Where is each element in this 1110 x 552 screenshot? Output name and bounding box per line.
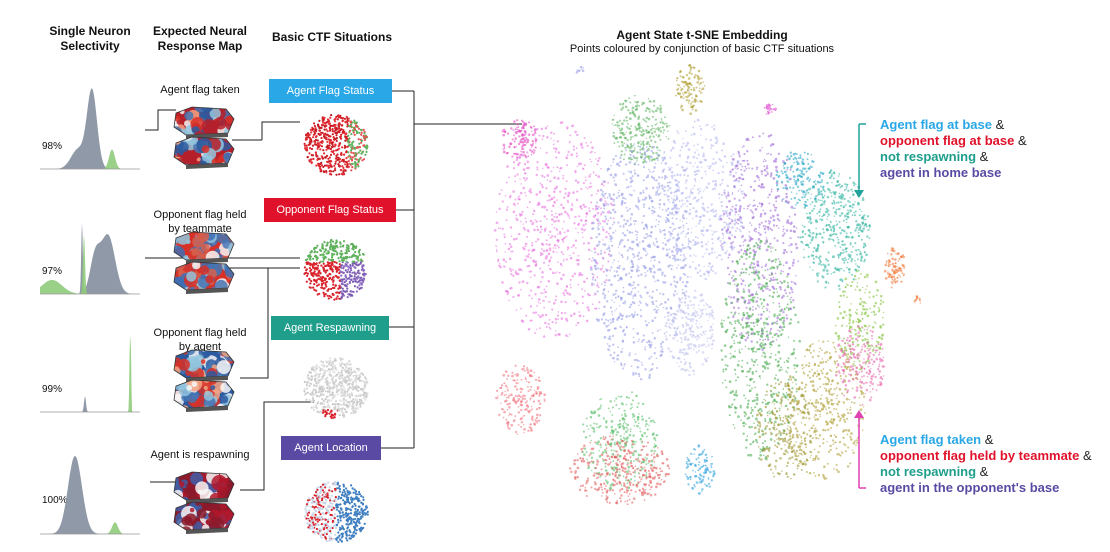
annotation-text: not respawning — [880, 149, 976, 164]
selectivity-histogram — [36, 446, 146, 546]
annotation-top: Agent flag at base &opponent flag at bas… — [880, 117, 1027, 181]
selectivity-histogram — [36, 206, 146, 306]
annotation-line: opponent flag held by teammate & — [880, 448, 1092, 464]
annotation-line: agent in the opponent's base — [880, 480, 1092, 496]
annotation-ampersand: & — [1014, 133, 1026, 148]
response-map-graphic — [170, 348, 240, 428]
selectivity-histogram — [36, 324, 146, 424]
situation-scatter — [296, 348, 376, 428]
annotation-ampersand: & — [992, 117, 1004, 132]
annotation-ampersand: & — [1079, 448, 1091, 463]
annotation-arrow-top — [854, 124, 866, 198]
annotation-line: Agent flag taken & — [880, 432, 1092, 448]
response-map-graphic — [170, 470, 240, 550]
annotation-line: not respawning & — [880, 464, 1092, 480]
annotation-text: opponent flag at base — [880, 133, 1014, 148]
annotation-line: opponent flag at base & — [880, 133, 1027, 149]
situation-scatter — [296, 472, 376, 552]
annotation-ampersand: & — [976, 149, 988, 164]
annotation-text: opponent flag held by teammate — [880, 448, 1079, 463]
annotation-text: agent in the opponent's base — [880, 480, 1059, 495]
situation-scatter — [296, 105, 376, 185]
annotation-line: agent in home base — [880, 165, 1027, 181]
annotation-text: Agent flag taken — [880, 432, 981, 447]
annotation-text: agent in home base — [880, 165, 1001, 180]
situation-scatter — [296, 230, 376, 310]
gray-distribution — [40, 456, 140, 534]
green-distribution — [40, 336, 140, 412]
annotation-arrow-bottom — [854, 410, 866, 488]
annotation-line: not respawning & — [880, 149, 1027, 165]
gray-distribution — [40, 396, 140, 412]
annotation-ampersand: & — [976, 464, 988, 479]
annotation-text: not respawning — [880, 464, 976, 479]
response-map-graphic — [170, 105, 240, 185]
annotation-ampersand: & — [981, 432, 993, 447]
annotation-bottom: Agent flag taken &opponent flag held by … — [880, 432, 1092, 496]
selectivity-histogram — [36, 81, 146, 181]
annotation-text: Agent flag at base — [880, 117, 992, 132]
gray-distribution — [40, 88, 140, 169]
annotation-line: Agent flag at base & — [880, 117, 1027, 133]
response-map-graphic — [170, 230, 240, 310]
